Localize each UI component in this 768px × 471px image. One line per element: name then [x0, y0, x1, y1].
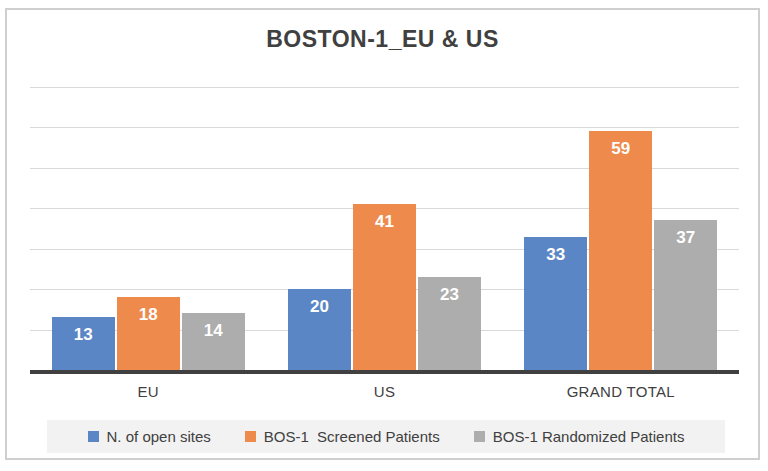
category-label: GRAND TOTAL — [503, 383, 739, 400]
legend-swatch-icon — [88, 431, 99, 442]
bar: 41 — [353, 204, 416, 370]
bar-group: 20 41 23 — [266, 87, 502, 370]
bar: 13 — [52, 317, 115, 370]
bar-value-label: 37 — [654, 228, 717, 248]
legend-label: BOS-1 Screened Patients — [264, 428, 440, 445]
bar-groups: 131814 20 41 23 33 59 37 — [30, 87, 739, 370]
plot-area: 131814 20 41 23 33 59 37 — [30, 87, 739, 370]
legend-swatch-icon — [245, 431, 256, 442]
bar-value-label: 14 — [182, 321, 245, 341]
legend-item: BOS-1 Screened Patients — [245, 428, 440, 445]
bar-value-label: 23 — [418, 285, 481, 305]
legend-label: BOS-1 Randomized Patients — [493, 428, 685, 445]
bar-value-label: 33 — [524, 245, 587, 265]
legend-item: BOS-1 Randomized Patients — [474, 428, 685, 445]
bar: 20 — [288, 289, 351, 370]
legend: N. of open sites BOS-1 Screened Patients B… — [47, 420, 725, 453]
chart-window: BOSTON-1_EU & US 131814 20 41 23 33 59 37 EUUS… — [0, 0, 768, 471]
category-label: EU — [30, 383, 266, 400]
legend-item: N. of open sites — [88, 428, 211, 445]
bar: 18 — [117, 297, 180, 370]
bar: 23 — [418, 277, 481, 370]
bar-value-label: 13 — [52, 325, 115, 345]
bar: 59 — [589, 131, 652, 370]
bar-value-label: 18 — [117, 305, 180, 325]
x-axis-line — [30, 370, 739, 374]
bar: 33 — [524, 237, 587, 370]
category-label: US — [266, 383, 502, 400]
bar: 37 — [654, 220, 717, 370]
bar: 14 — [182, 313, 245, 370]
bar-group: 131814 — [30, 87, 266, 370]
legend-label: N. of open sites — [107, 428, 211, 445]
bar-value-label: 41 — [353, 212, 416, 232]
bar-value-label: 20 — [288, 297, 351, 317]
chart-title: BOSTON-1_EU & US — [7, 26, 758, 53]
legend-swatch-icon — [474, 431, 485, 442]
bar-group: 33 59 37 — [503, 87, 739, 370]
bar-value-label: 59 — [589, 139, 652, 159]
chart-frame: BOSTON-1_EU & US 131814 20 41 23 33 59 37 EUUS… — [5, 8, 760, 460]
category-axis-labels: EUUSGRAND TOTAL — [30, 383, 739, 400]
